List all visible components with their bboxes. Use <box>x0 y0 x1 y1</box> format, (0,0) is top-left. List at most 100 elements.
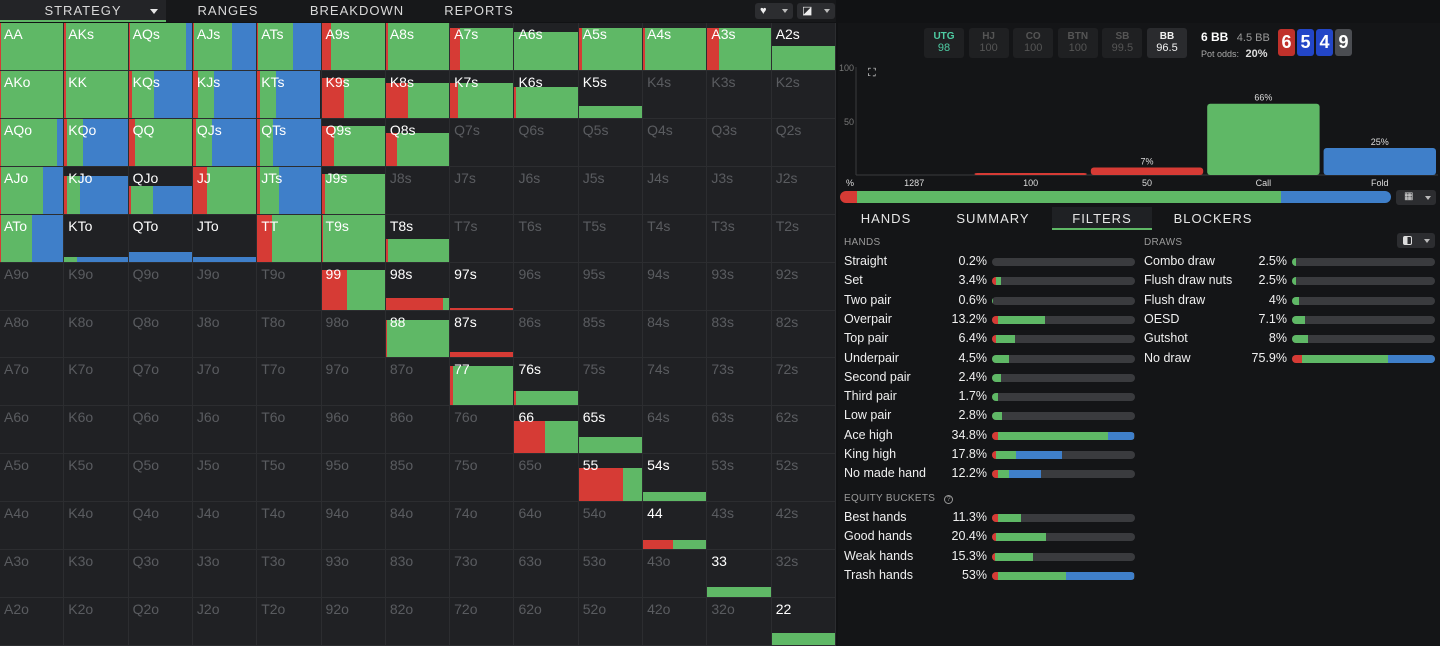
hand-cell-63o[interactable]: 63o <box>514 550 579 599</box>
hand-cell-T8s[interactable]: T8s <box>385 214 451 263</box>
hand-cell-KJo[interactable]: KJo <box>64 166 129 215</box>
filter-row[interactable]: Overpair 13.2% <box>844 312 1135 328</box>
hand-cell-A2o[interactable]: A2o <box>0 598 65 646</box>
tab-filters[interactable]: FILTERS <box>1052 207 1152 230</box>
view-mode-dropdown[interactable]: ▦ <box>1396 190 1436 205</box>
hand-cell-82s[interactable]: 82s <box>771 310 836 359</box>
hand-cell-92s[interactable]: 92s <box>771 262 836 311</box>
filter-row[interactable]: King high 17.8% <box>844 447 1135 463</box>
hand-cell-QJs[interactable]: QJs <box>192 118 258 167</box>
hand-cell-64o[interactable]: 64o <box>514 502 579 551</box>
hand-cell-95o[interactable]: 95o <box>321 454 386 503</box>
tab-blockers[interactable]: BLOCKERS <box>1173 211 1253 226</box>
hand-cell-K2o[interactable]: K2o <box>64 598 129 646</box>
hand-cell-T2s[interactable]: T2s <box>771 214 836 263</box>
hand-cell-62o[interactable]: 62o <box>514 598 579 646</box>
hand-cell-97s[interactable]: 97s <box>450 262 515 311</box>
hand-cell-J4s[interactable]: J4s <box>643 166 708 215</box>
hand-cell-J3o[interactable]: J3o <box>192 550 258 599</box>
hand-cell-44[interactable]: 44 <box>643 502 708 551</box>
hand-cell-A8o[interactable]: A8o <box>0 310 65 359</box>
filter-row[interactable]: Best hands 11.3% <box>844 510 1135 526</box>
hand-cell-75s[interactable]: 75s <box>578 358 644 407</box>
hand-cell-K7s[interactable]: K7s <box>450 70 515 119</box>
hand-cell-JTs[interactable]: JTs <box>257 166 322 215</box>
hand-cell-43s[interactable]: 43s <box>707 502 772 551</box>
hand-cell-Q7s[interactable]: Q7s <box>450 118 515 167</box>
position-bb[interactable]: BB 96.5 <box>1147 28 1187 58</box>
hand-cell-AKs[interactable]: AKs <box>64 23 129 71</box>
hand-cell-A6s[interactable]: A6s <box>514 23 579 71</box>
hand-cell-Q6o[interactable]: Q6o <box>128 406 193 455</box>
hand-cell-KTs[interactable]: KTs <box>257 70 322 119</box>
hand-cell-AJs[interactable]: AJs <box>192 23 258 71</box>
hand-cell-Q8s[interactable]: Q8s <box>385 118 451 167</box>
hand-cell-ATs[interactable]: ATs <box>257 23 322 71</box>
help-icon[interactable]: ? <box>944 495 954 504</box>
hand-cell-QTo[interactable]: QTo <box>128 214 193 263</box>
hand-cell-53o[interactable]: 53o <box>578 550 644 599</box>
hand-cell-96s[interactable]: 96s <box>514 262 579 311</box>
hand-cell-99[interactable]: 99 <box>321 262 386 311</box>
hand-cell-T5o[interactable]: T5o <box>257 454 322 503</box>
hand-cell-K5s[interactable]: K5s <box>578 70 644 119</box>
hand-cell-Q6s[interactable]: Q6s <box>514 118 579 167</box>
hand-cell-K5o[interactable]: K5o <box>64 454 129 503</box>
hand-cell-A6o[interactable]: A6o <box>0 406 65 455</box>
hand-cell-T7o[interactable]: T7o <box>257 358 322 407</box>
hand-cell-T7s[interactable]: T7s <box>450 214 515 263</box>
hand-cell-32o[interactable]: 32o <box>707 598 772 646</box>
hand-cell-72o[interactable]: 72o <box>450 598 515 646</box>
filter-row[interactable]: Set 3.4% <box>844 273 1135 289</box>
hand-cell-93s[interactable]: 93s <box>707 262 772 311</box>
tab-strategy[interactable]: STRATEGY <box>0 0 166 22</box>
hand-cell-K2s[interactable]: K2s <box>771 70 836 119</box>
hand-cell-55[interactable]: 55 <box>578 454 644 503</box>
hand-cell-KK[interactable]: KK <box>64 70 129 119</box>
position-btn[interactable]: BTN 100 <box>1057 28 1098 58</box>
hand-cell-K6s[interactable]: K6s <box>514 70 579 119</box>
filter-row[interactable]: Low pair 2.8% <box>844 408 1135 424</box>
hand-cell-Q3s[interactable]: Q3s <box>707 118 772 167</box>
hand-cell-T3s[interactable]: T3s <box>707 214 772 263</box>
filter-row[interactable]: Top pair 6.4% <box>844 331 1135 347</box>
hand-cell-77[interactable]: 77 <box>450 358 515 407</box>
hand-cell-T9s[interactable]: T9s <box>321 214 386 263</box>
hand-cell-AA[interactable]: AA <box>0 23 65 71</box>
hand-cell-94o[interactable]: 94o <box>321 502 386 551</box>
hand-cell-K6o[interactable]: K6o <box>64 406 129 455</box>
hand-cell-J5o[interactable]: J5o <box>192 454 258 503</box>
hand-cell-54o[interactable]: 54o <box>578 502 644 551</box>
favorite-dropdown[interactable]: ♥ <box>755 3 793 19</box>
filter-row[interactable]: Two pair 0.6% <box>844 293 1135 309</box>
hand-cell-98o[interactable]: 98o <box>321 310 386 359</box>
hand-cell-QJo[interactable]: QJo <box>128 166 193 215</box>
hand-cell-Q2o[interactable]: Q2o <box>128 598 193 646</box>
hand-cell-T3o[interactable]: T3o <box>257 550 322 599</box>
hand-cell-JTo[interactable]: JTo <box>192 214 258 263</box>
hand-cell-63s[interactable]: 63s <box>707 406 772 455</box>
hand-cell-85o[interactable]: 85o <box>385 454 451 503</box>
position-utg[interactable]: UTG 98 <box>924 28 964 58</box>
display-mode-dropdown[interactable]: ◪ <box>797 3 835 19</box>
hand-cell-A4o[interactable]: A4o <box>0 502 65 551</box>
hand-cell-J7s[interactable]: J7s <box>450 166 515 215</box>
hand-cell-KQs[interactable]: KQs <box>128 70 193 119</box>
tab-reports[interactable]: REPORTS <box>444 3 514 18</box>
hand-cell-74s[interactable]: 74s <box>643 358 708 407</box>
hand-cell-J5s[interactable]: J5s <box>578 166 644 215</box>
filter-row[interactable]: Underpair 4.5% <box>844 351 1135 367</box>
hand-cell-87o[interactable]: 87o <box>385 358 451 407</box>
hand-cell-K9o[interactable]: K9o <box>64 262 129 311</box>
hand-cell-Q7o[interactable]: Q7o <box>128 358 193 407</box>
hand-cell-93o[interactable]: 93o <box>321 550 386 599</box>
hand-cell-K3o[interactable]: K3o <box>64 550 129 599</box>
filter-row[interactable]: Flush draw nuts 2.5% <box>1144 273 1435 289</box>
hand-cell-52s[interactable]: 52s <box>771 454 836 503</box>
hand-cell-Q9s[interactable]: Q9s <box>321 118 386 167</box>
hand-cell-T2o[interactable]: T2o <box>257 598 322 646</box>
position-sb[interactable]: SB 99.5 <box>1102 28 1143 58</box>
hand-cell-K9s[interactable]: K9s <box>321 70 386 119</box>
hand-cell-T6s[interactable]: T6s <box>514 214 579 263</box>
hand-cell-A4s[interactable]: A4s <box>643 23 708 71</box>
